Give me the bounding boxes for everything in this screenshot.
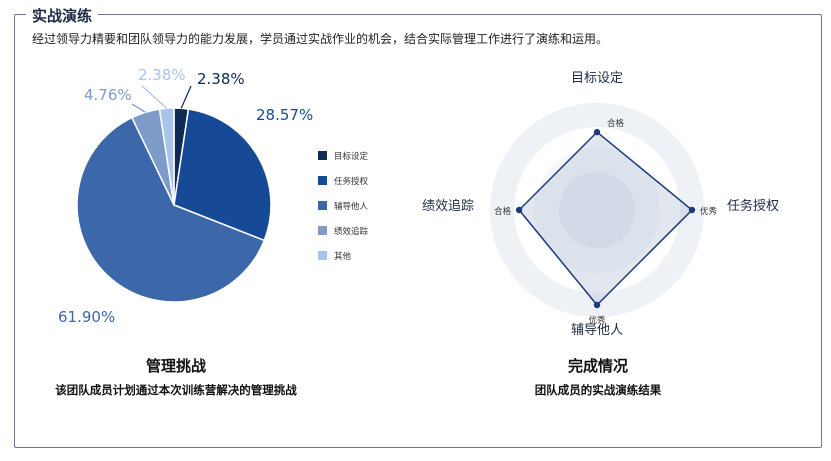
legend-swatch-1 xyxy=(318,151,327,160)
right-caption-subtitle: 团队成员的实战演练结果 xyxy=(534,383,662,397)
intro-text: 经过领导力精要和团队领导力的能力发展，学员通过实战作业的机会，结合实际管理工作进… xyxy=(32,32,609,46)
radar-point-label-2: 优秀 xyxy=(700,206,718,217)
left-caption-subtitle: 该团队成员计划通过本次训练营解决的管理挑战 xyxy=(55,383,297,397)
pie-data-label-5: 2.38% xyxy=(138,66,186,84)
legend-label-1: 目标设定 xyxy=(334,151,369,162)
legend-swatch-3 xyxy=(318,201,327,210)
legend-swatch-2 xyxy=(318,176,327,185)
right-caption-title: 完成情况 xyxy=(567,357,628,375)
radar-point-1 xyxy=(593,128,601,136)
legend-label-4: 绩效追踪 xyxy=(334,226,369,237)
radar-axis-label-2: 任务授权 xyxy=(727,198,779,214)
radar-point-label-1: 合格 xyxy=(607,118,625,129)
pie-data-label-4: 4.76% xyxy=(84,86,132,104)
legend-swatch-5 xyxy=(318,251,327,260)
radar-point-4 xyxy=(515,206,523,214)
radar-point-2 xyxy=(688,206,696,214)
radar-axis-label-3: 辅导他人 xyxy=(571,323,623,338)
radar-point-label-3: 优秀 xyxy=(588,315,606,326)
legend-label-3: 辅导他人 xyxy=(334,201,369,212)
pie-leader-5 xyxy=(141,85,168,109)
radar-point-3 xyxy=(593,301,601,309)
legend-label-2: 任务授权 xyxy=(334,176,369,187)
pie-leader-1 xyxy=(180,85,192,109)
pie-slice-2 xyxy=(173,108,272,242)
legend-label-5: 其他 xyxy=(334,251,352,262)
pie-slice-3 xyxy=(76,116,266,303)
radar-axis-label-1: 目标设定 xyxy=(571,71,623,86)
left-caption-title: 管理挑战 xyxy=(145,357,206,375)
radar-ring-core xyxy=(559,172,635,248)
legend-swatch-4 xyxy=(318,226,327,235)
radar-axis-label-4: 绩效追踪 xyxy=(422,198,474,214)
pie-data-label-2: 28.57% xyxy=(256,106,313,124)
pie-leader-4 xyxy=(131,103,146,113)
section-title: 实战演练 xyxy=(26,5,99,26)
pie-data-label-1: 2.38% xyxy=(197,70,245,88)
radar-point-label-4: 合格 xyxy=(494,206,512,217)
pie-data-label-3: 61.90% xyxy=(58,308,115,326)
section-frame xyxy=(14,14,822,448)
